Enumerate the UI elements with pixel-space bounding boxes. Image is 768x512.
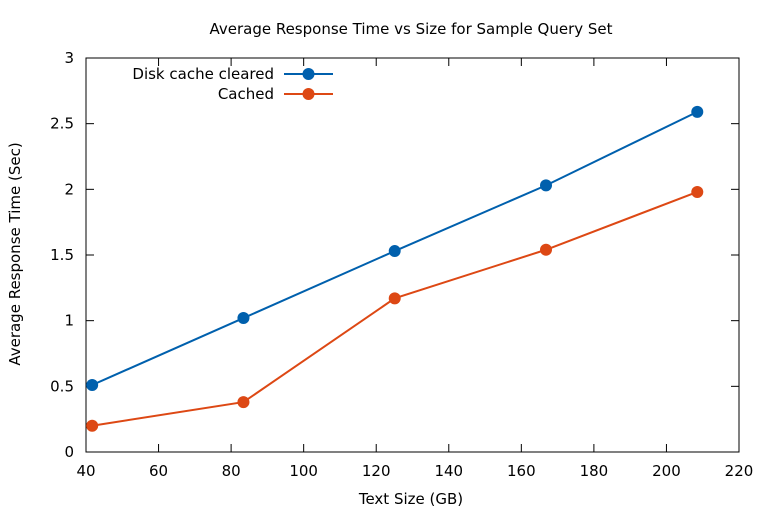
data-point [691, 105, 704, 118]
data-point [540, 179, 553, 192]
plot-area: 40 60 80 100 120 140 160 180 200 220 0 0.5 1 1.5 2 2.5 3 [50, 49, 753, 480]
y-tick-label: 0.5 [50, 377, 74, 395]
y-tick-label: 3 [64, 49, 74, 67]
legend-label-2: Cached [218, 85, 274, 103]
data-point [237, 396, 250, 409]
data-point [540, 243, 553, 256]
y-tick-label: 1 [64, 312, 74, 330]
plot-frame [85, 57, 740, 453]
x-tick-label: 60 [149, 462, 168, 480]
data-point [86, 419, 99, 432]
legend-marker-2 [302, 88, 315, 100]
legend-label-1: Disk cache cleared [132, 65, 274, 83]
data-point [86, 379, 99, 392]
x-tick-label: 140 [434, 462, 463, 480]
y-tick-label: 2 [64, 180, 74, 198]
y-tick-label: 2.5 [50, 115, 74, 133]
x-tick-label: 80 [222, 462, 241, 480]
x-tick-label: 160 [507, 462, 536, 480]
x-tick-label: 100 [289, 462, 318, 480]
x-tick-label: 200 [652, 462, 681, 480]
x-tick-label: 220 [725, 462, 754, 480]
chart-title: Average Response Time vs Size for Sample… [209, 20, 612, 38]
x-tick-label: 40 [76, 462, 95, 480]
data-point [388, 245, 401, 258]
y-tick-label: 0 [64, 443, 74, 461]
legend: Disk cache cleared Cached [132, 65, 333, 103]
y-axis-title: Average Response Time (Sec) [6, 142, 24, 365]
x-axis-title: Text Size (GB) [358, 490, 463, 508]
data-point [237, 312, 250, 325]
x-tick-label: 180 [580, 462, 609, 480]
y-tick-label: 1.5 [50, 246, 74, 264]
legend-marker-1 [302, 68, 315, 80]
series-line-2 [92, 191, 698, 427]
data-point [691, 185, 704, 198]
x-tick-label: 120 [362, 462, 391, 480]
data-point [388, 292, 401, 305]
